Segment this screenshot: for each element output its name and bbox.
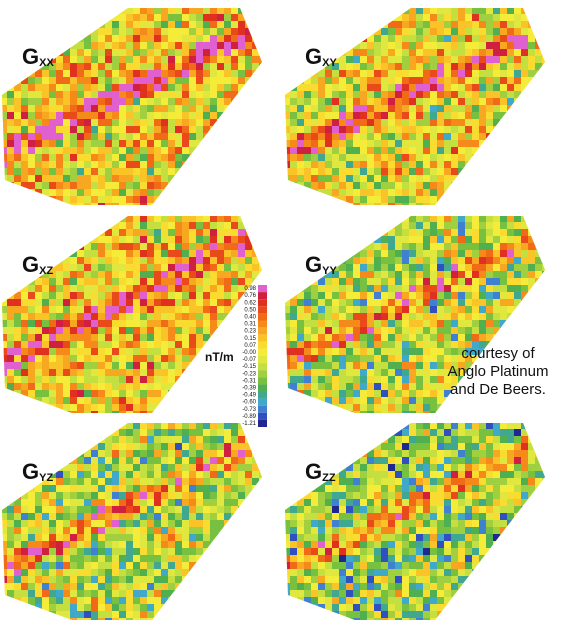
colorbar-cell (258, 335, 267, 342)
colorbar-tick-label: -0.15 (242, 364, 256, 370)
colorbar-cell (258, 363, 267, 370)
figure: GXXGXYGXZGYYGYZGZZ0.980.760.620.500.400.… (0, 0, 561, 622)
colorbar-cell (258, 370, 267, 377)
label-sub: ZZ (322, 472, 336, 484)
colorbar-cell (258, 356, 267, 363)
colorbar-tick-label: 0.76 (244, 293, 256, 299)
panel-label: GZZ (305, 459, 336, 484)
colorbar-tick-label: -0.73 (242, 407, 256, 413)
panel-label: GYY (305, 252, 337, 277)
colorbar-tick-label: -0.89 (242, 414, 256, 420)
map-panel: GXX (0, 0, 267, 211)
colorbar-tick-label: -0.00 (242, 350, 256, 356)
colorbar-cell (258, 313, 267, 320)
colorbar-tick-label: 0.23 (244, 329, 256, 335)
colorbar-cell (258, 328, 267, 335)
panel-label: GXX (22, 44, 54, 69)
colorbar-cell (258, 306, 267, 313)
colorbar-cell (258, 285, 267, 292)
colorbar-tick-label: 0.62 (244, 300, 256, 306)
credit-line: courtesy of (461, 345, 535, 362)
map-image (0, 208, 267, 419)
colorbar-tick-label: -0.60 (242, 400, 256, 406)
panel-label: GXY (305, 44, 337, 69)
colorbar-tick-label: 0.31 (244, 322, 256, 328)
map-panel: GZZ (283, 415, 550, 622)
label-main: G (305, 252, 322, 277)
label-main: G (22, 252, 39, 277)
colorbar-tick-label: 0.50 (244, 307, 256, 313)
map-image (283, 0, 550, 211)
colorbar-tick-label: -0.31 (242, 378, 256, 384)
panel-label: GYZ (22, 459, 53, 484)
label-main: G (305, 44, 322, 69)
panel-label: GXZ (22, 252, 53, 277)
colorbar-tick-label: -0.23 (242, 371, 256, 377)
label-main: G (22, 44, 39, 69)
credit-line: Anglo Platinum (448, 363, 549, 380)
label-sub: YZ (39, 472, 53, 484)
map-panel: GXZ (0, 208, 267, 419)
colorbar-cell (258, 349, 267, 356)
colorbar-cell (258, 413, 267, 420)
colorbar-unit: nT/m (205, 350, 234, 364)
label-sub: XY (322, 57, 337, 69)
colorbar-tick-label: 0.98 (244, 286, 256, 292)
colorbar-cell (258, 342, 267, 349)
colorbar-cell (258, 292, 267, 299)
colorbar-tick-label: -0.07 (242, 357, 256, 363)
colorbar-cell (258, 321, 267, 328)
label-main: G (305, 459, 322, 484)
colorbar-cell (258, 406, 267, 413)
label-main: G (22, 459, 39, 484)
colorbar-cell (258, 420, 267, 427)
colorbar-tick-label: 0.07 (244, 343, 256, 349)
colorbar-cell (258, 399, 267, 406)
colorbar-tick-label: 0.40 (244, 315, 256, 321)
map-image (283, 415, 550, 622)
label-sub: XX (39, 57, 54, 69)
label-sub: XZ (39, 265, 53, 277)
colorbar-tick-label: -1.21 (242, 421, 256, 427)
map-image (0, 415, 267, 622)
colorbar-cell (258, 384, 267, 391)
colorbar-cell (258, 377, 267, 384)
map-image (0, 0, 267, 211)
colorbar-cell (258, 392, 267, 399)
credit-line: and De Beers. (450, 381, 546, 398)
label-sub: YY (322, 265, 337, 277)
map-panel: GYZ (0, 415, 267, 622)
colorbar-tick-label: 0.15 (244, 336, 256, 342)
colorbar-tick-label: -0.49 (242, 393, 256, 399)
colorbar-tick-label: -0.39 (242, 386, 256, 392)
colorbar-cell (258, 299, 267, 306)
map-panel: GXY (283, 0, 550, 211)
